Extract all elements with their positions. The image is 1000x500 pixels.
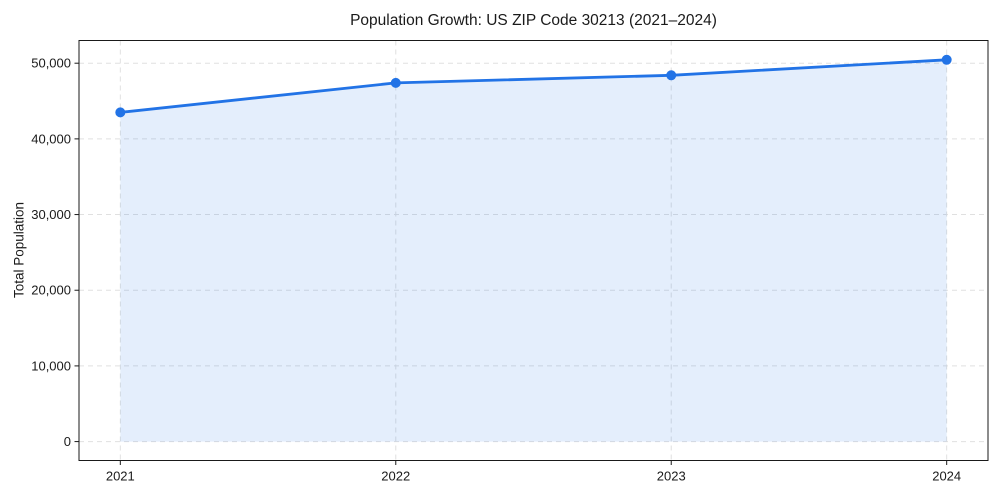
data-point (666, 70, 677, 81)
y-tick-label: 50,000 (31, 56, 71, 71)
data-point (390, 77, 401, 88)
x-tick-label: 2022 (381, 469, 410, 484)
x-tick-label: 2024 (932, 469, 961, 484)
chart-title: Population Growth: US ZIP Code 30213 (20… (350, 12, 717, 29)
data-point (941, 54, 952, 65)
y-tick-label: 20,000 (31, 283, 71, 298)
area-fill (120, 59, 947, 442)
y-tick-label: 30,000 (31, 207, 71, 222)
y-tick-label: 40,000 (31, 131, 71, 146)
x-tick-label: 2023 (657, 469, 686, 484)
y-tick-label: 10,000 (31, 358, 71, 373)
plot-border (78, 40, 989, 461)
data-line (118, 58, 949, 114)
x-tick-label: 2021 (106, 469, 135, 484)
y-tick-label: 0 (64, 434, 71, 449)
plot-area (79, 40, 988, 461)
data-point (115, 107, 126, 118)
